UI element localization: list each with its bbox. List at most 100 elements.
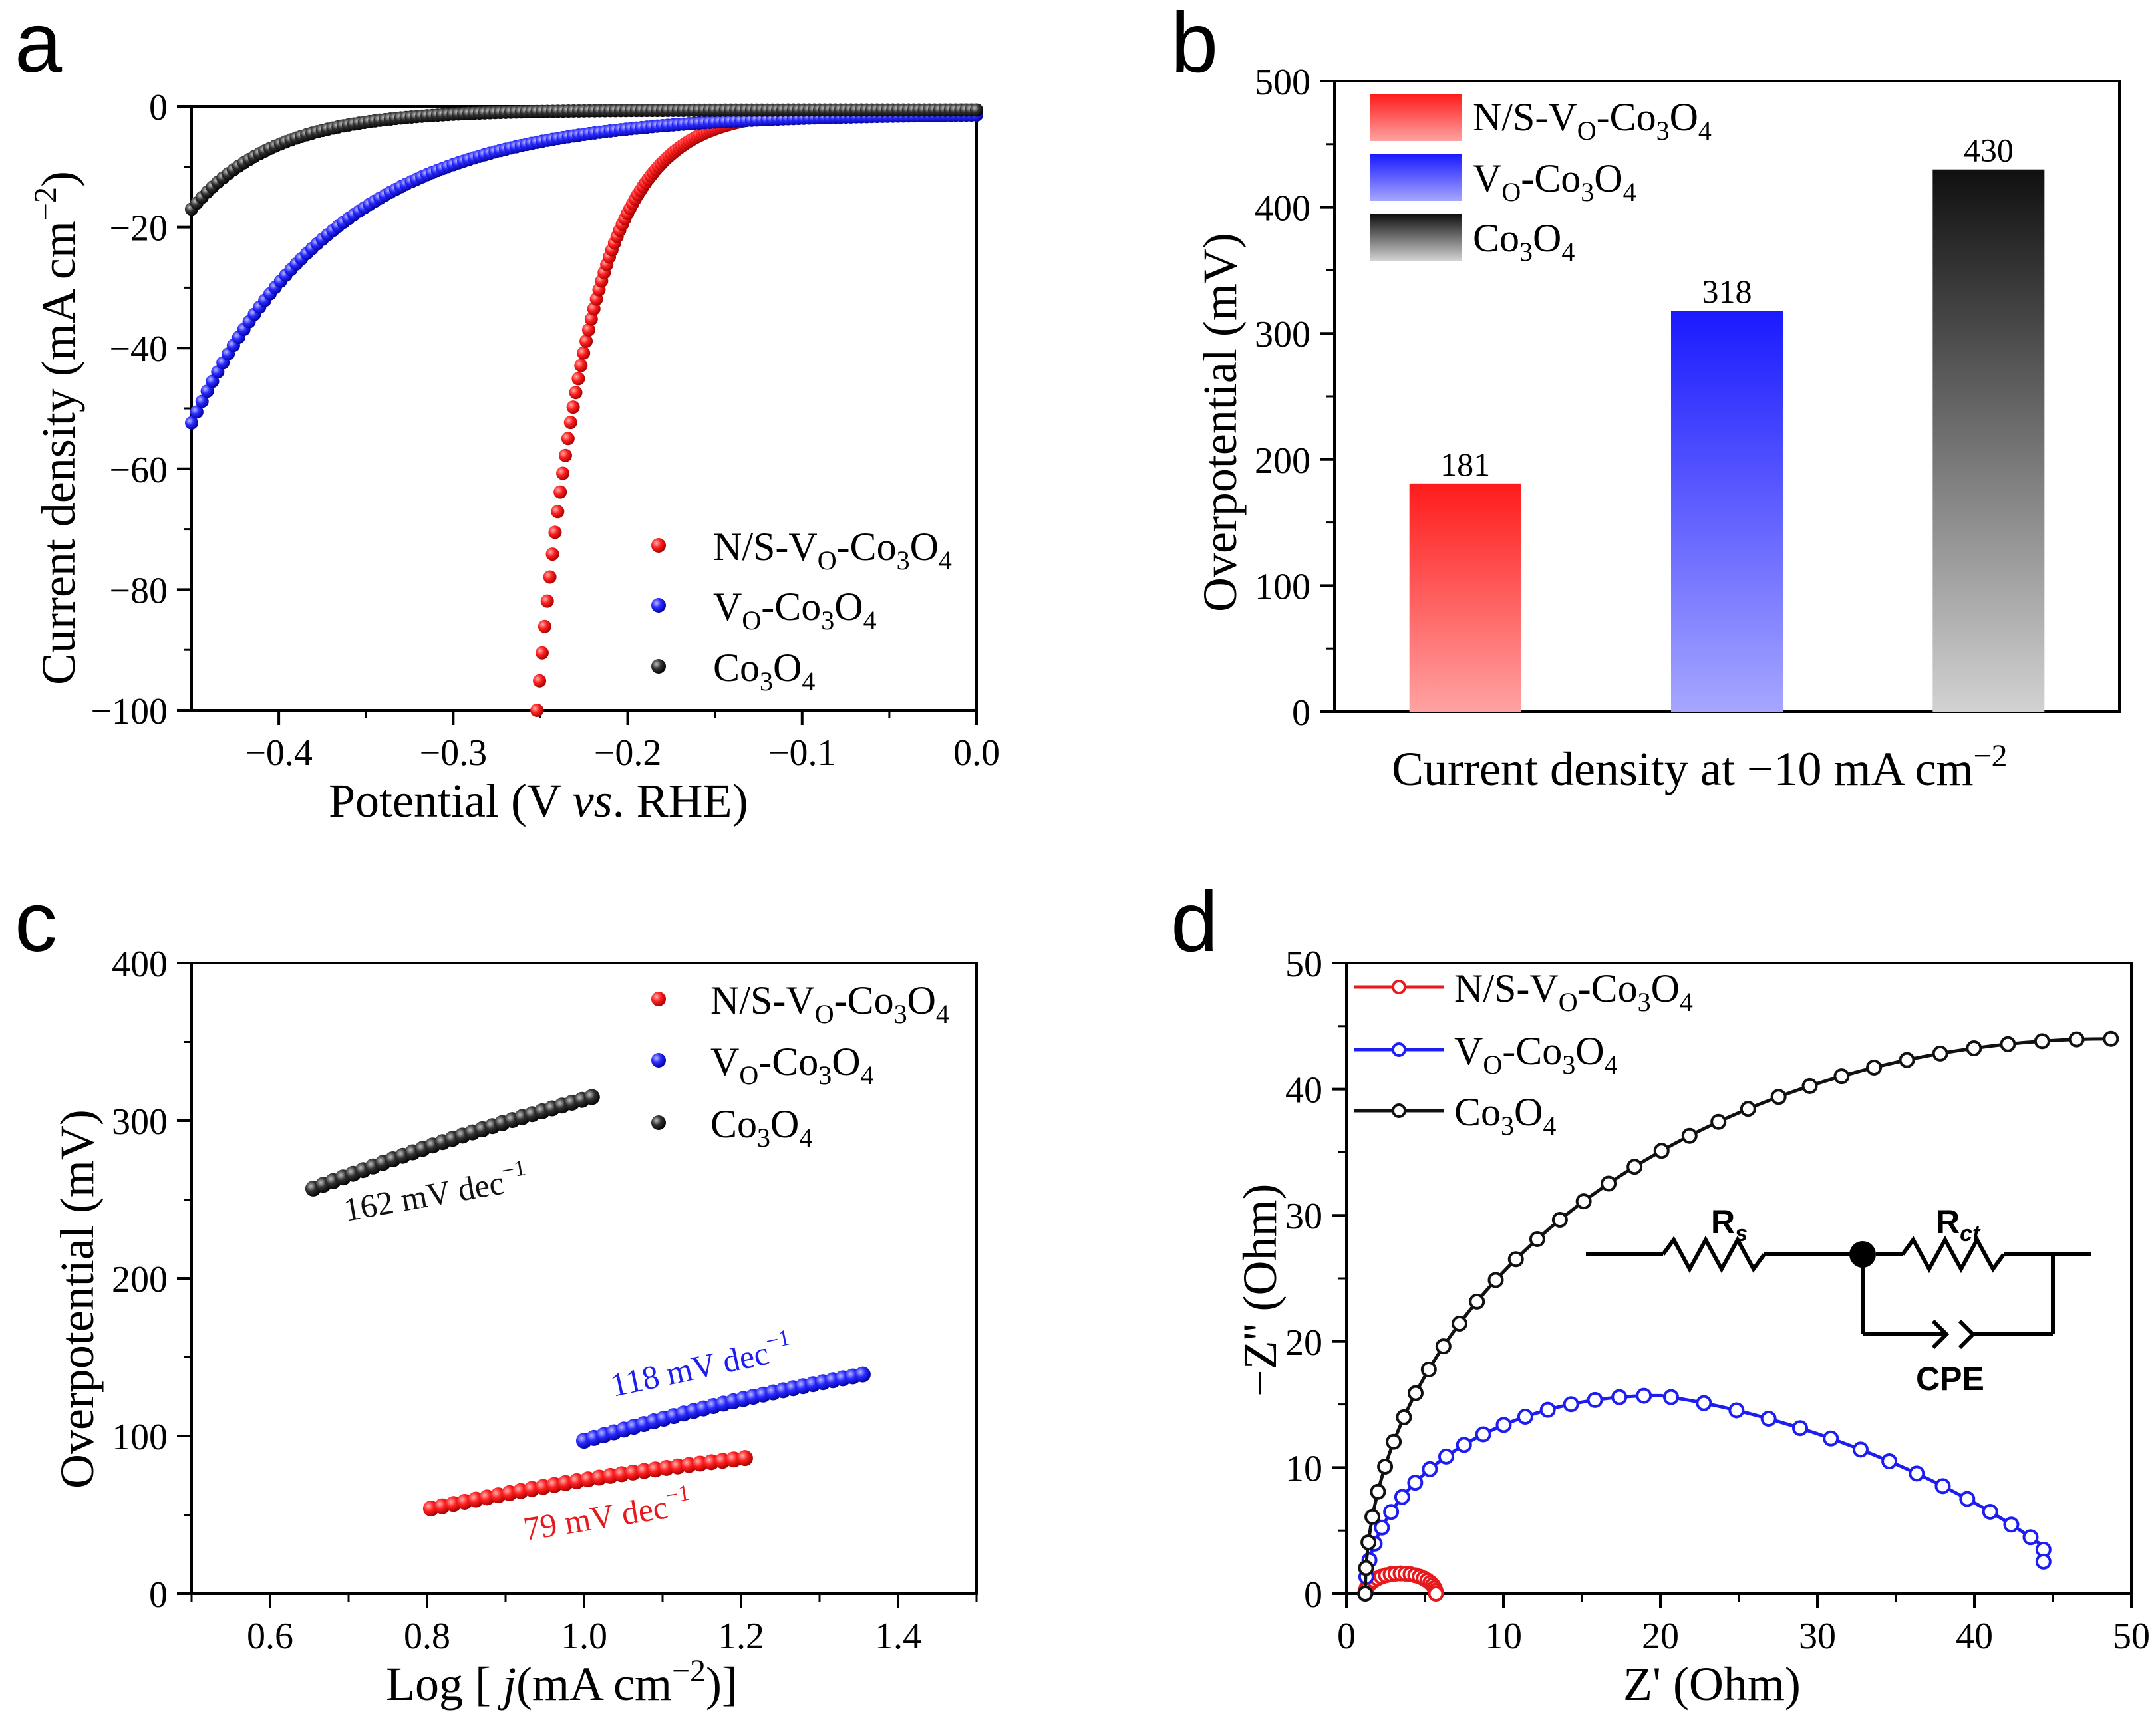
- data-point: [970, 103, 983, 117]
- y-tick-label: −20: [109, 208, 168, 249]
- data-point: [1469, 1293, 1485, 1310]
- x-tick-label: −0.4: [245, 732, 313, 774]
- data-point: [558, 448, 572, 462]
- data-point: [1575, 1193, 1592, 1210]
- data-point: [1551, 1211, 1568, 1228]
- x-tick-label: 40: [1956, 1616, 1993, 1657]
- data-point: [584, 312, 598, 326]
- axis-ticks-a: [177, 105, 978, 725]
- legend-marker-black: [651, 659, 666, 674]
- data-point: [1909, 1465, 1925, 1482]
- panel-letter-c: c: [15, 875, 57, 970]
- data-point: [1823, 1430, 1839, 1447]
- data-point: [548, 525, 562, 539]
- data-point: [2034, 1033, 2050, 1050]
- legend-marker-blue: [651, 598, 666, 613]
- x-tick-label: 50: [2113, 1616, 2150, 1657]
- data-point: [1770, 1089, 1787, 1105]
- circuit-cpe-plate-1: [1931, 1319, 1950, 1350]
- data-point: [1932, 1045, 1948, 1062]
- y-tick-label: 0: [149, 87, 168, 128]
- circuit-resistor-rs: [1661, 1235, 1766, 1274]
- data-point: [1358, 1560, 1374, 1576]
- equivalent-circuit: [1586, 1235, 2091, 1350]
- bar-value-label: 318: [1702, 273, 1752, 310]
- data-point: [1539, 1401, 1556, 1418]
- x-tick-label: 20: [1642, 1616, 1679, 1657]
- data-point: [1653, 1143, 1670, 1159]
- bar: [1671, 311, 1783, 712]
- data-point: [574, 359, 588, 372]
- x-tick-label: −0.1: [768, 732, 836, 774]
- x-tick-label: 1.0: [561, 1616, 607, 1657]
- y-axis-label-a: Current density (mA cm−2): [28, 171, 85, 685]
- data-point: [185, 416, 198, 430]
- data-point: [579, 334, 593, 348]
- y-tick-label: −40: [109, 329, 168, 370]
- data-point: [540, 594, 554, 608]
- legend-c-marker-red: [651, 992, 666, 1006]
- x-tick-label: 30: [1799, 1616, 1836, 1657]
- y-tick-label: 300: [1255, 314, 1310, 355]
- bar: [1409, 483, 1521, 712]
- data-point: [581, 323, 595, 337]
- axis-ticks-b: [1320, 80, 1334, 713]
- data-point: [2068, 1031, 2085, 1048]
- legend-c: N/S-VO-Co3O4 VO-Co3O4 Co3O4: [651, 978, 949, 1153]
- y-tick-label: 400: [112, 944, 168, 985]
- data-point: [1374, 1519, 1390, 1536]
- circuit-cpe-plate-2: [1958, 1319, 1976, 1350]
- x-axis-label-c: Log [ j(mA cm−2)]: [386, 1653, 738, 1711]
- data-point: [1852, 1441, 1869, 1458]
- data-point: [553, 485, 567, 499]
- panel-b: b 181 318 430 0 100 200 300 400 500 Current den…: [1171, 0, 2121, 795]
- data-point: [1386, 1433, 1402, 1450]
- panel-d: d 0 10 20 30 40 50 0 10 20 30 40 50 Z' (Ohm) −Z'' (…: [1171, 875, 2150, 1711]
- data-point: [1760, 1411, 1777, 1427]
- y-tick-label: −100: [90, 691, 168, 732]
- y-tick-label: 200: [112, 1259, 168, 1300]
- y-tick-label: −60: [109, 450, 168, 491]
- legend-marker-red: [651, 538, 666, 553]
- data-point: [1451, 1316, 1467, 1332]
- data-point: [1475, 1426, 1491, 1443]
- legend-a: N/S-VO-Co3O4 VO-Co3O4 Co3O4: [651, 525, 952, 696]
- data-points-a: [185, 103, 983, 717]
- bar-value-label: 430: [1964, 132, 2014, 169]
- legend-d-label-co3o4: Co3O4: [1454, 1090, 1556, 1141]
- data-point: [1377, 1459, 1394, 1475]
- data-point: [538, 619, 551, 633]
- curves-d: [1357, 1030, 2119, 1602]
- bars-b: 181 318 430: [1409, 132, 2045, 712]
- data-point: [533, 674, 547, 688]
- data-point: [736, 1450, 753, 1467]
- data-point: [1420, 1362, 1437, 1378]
- y-tick-label: 100: [1255, 566, 1310, 607]
- y-tick-label: 0: [1292, 692, 1310, 734]
- x-tick-label: 1.2: [718, 1616, 764, 1657]
- data-point: [1396, 1409, 1412, 1425]
- legend-c-marker-black: [651, 1115, 666, 1130]
- data-point: [1982, 1503, 1998, 1520]
- data-point: [1966, 1040, 1982, 1056]
- data-point: [535, 646, 549, 660]
- data-point: [1407, 1475, 1424, 1491]
- data-point: [543, 570, 557, 584]
- impedance-curve: [1363, 1393, 2046, 1594]
- legend-d-marker-black: [1392, 1103, 1406, 1118]
- y-tick-label: 30: [1285, 1196, 1322, 1237]
- circuit-label-cpe: CPE: [1916, 1360, 1984, 1397]
- data-point: [1495, 1417, 1512, 1433]
- tick-labels-d: 0 10 20 30 40 50 0 10 20 30 40 50: [1285, 944, 2150, 1657]
- data-point: [1394, 1489, 1410, 1505]
- data-point: [2003, 1516, 2020, 1533]
- data-point: [1435, 1338, 1452, 1355]
- legend-b-label-co3o4: Co3O4: [1473, 216, 1575, 267]
- bar: [1932, 169, 2045, 712]
- legend-b-label-vo-co3o4: VO-Co3O4: [1473, 156, 1636, 207]
- legend-d-marker-red: [1392, 980, 1406, 994]
- y-tick-label: 20: [1285, 1322, 1322, 1364]
- data-point: [1507, 1251, 1524, 1268]
- data-point: [1728, 1402, 1745, 1419]
